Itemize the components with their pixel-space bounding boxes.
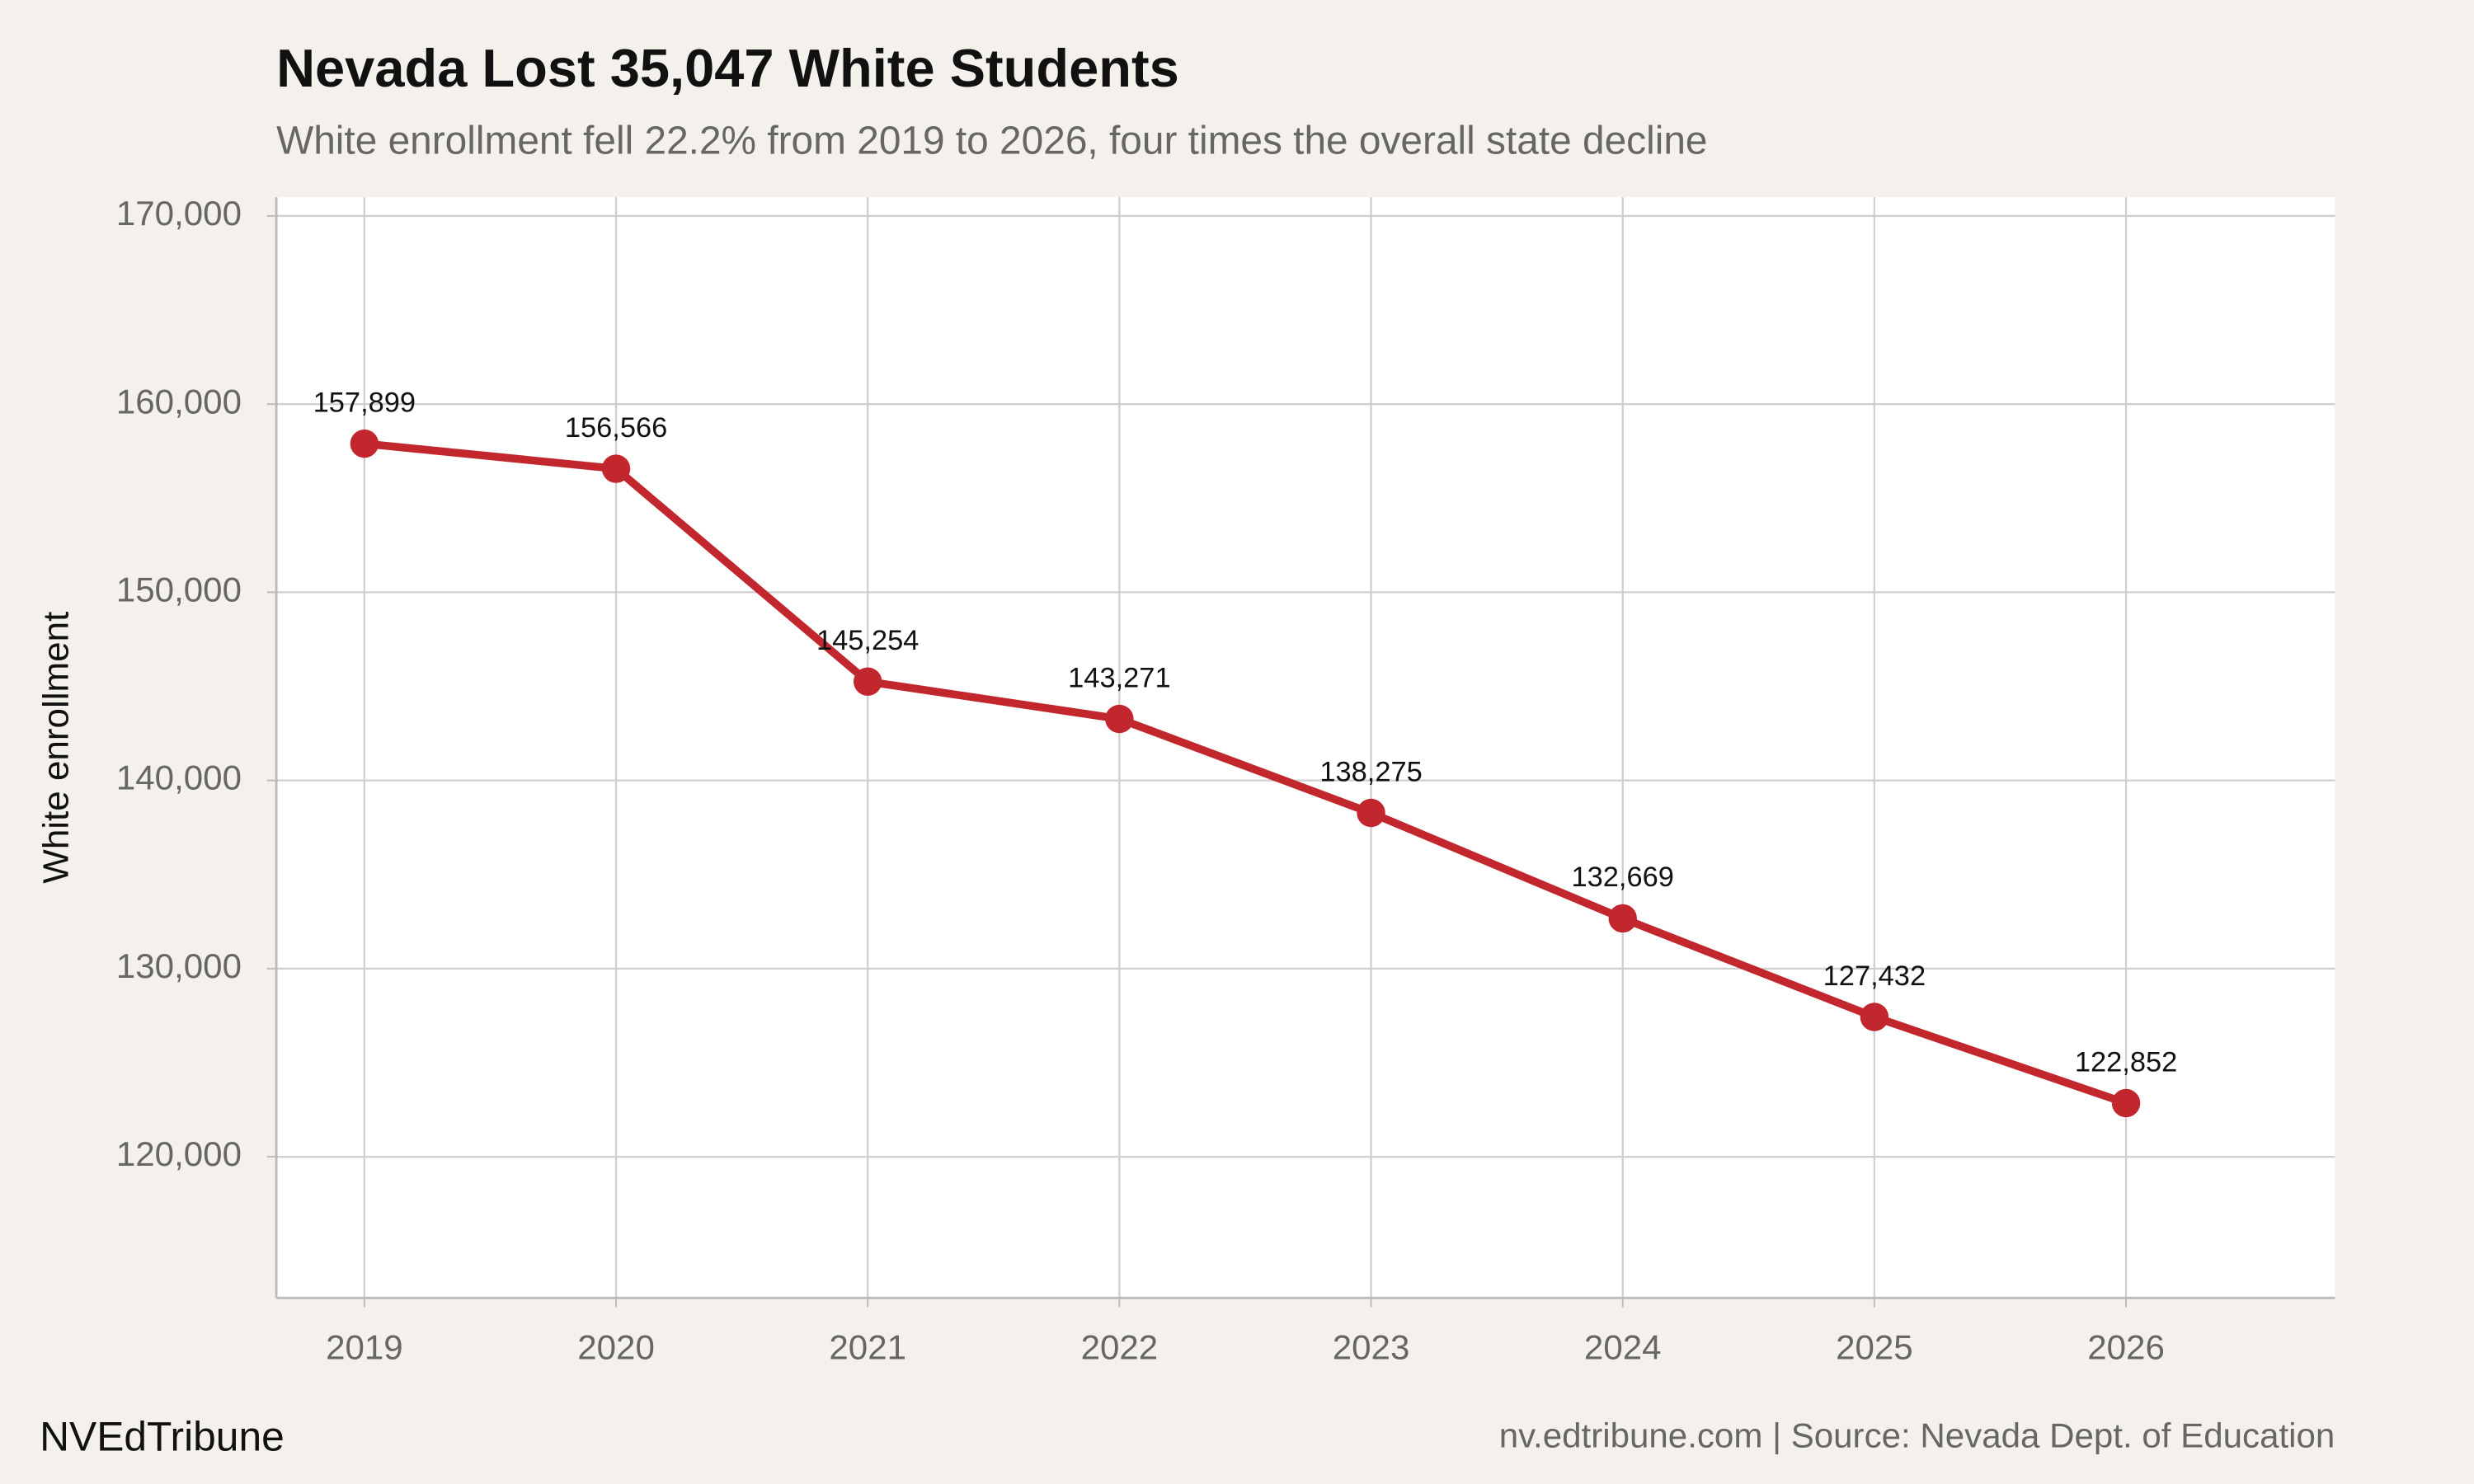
x-tick-label: 2019 — [326, 1328, 403, 1367]
point — [1608, 904, 1637, 933]
footer-left: NVEdTribune — [40, 1414, 285, 1460]
y-tick-label: 130,000 — [116, 946, 242, 985]
data-label: 145,254 — [816, 625, 919, 656]
chart-subtitle: White enrollment fell 22.2% from 2019 to… — [276, 120, 1707, 163]
data-label: 143,271 — [1068, 662, 1170, 693]
point — [1860, 1003, 1889, 1031]
x-tick-label: 2024 — [1584, 1328, 1662, 1367]
data-label: 127,432 — [1823, 960, 1926, 992]
data-label: 138,275 — [1319, 756, 1422, 787]
point — [350, 429, 379, 458]
y-tick-label: 170,000 — [116, 194, 242, 232]
x-tick-label: 2020 — [577, 1328, 655, 1367]
chart-title: Nevada Lost 35,047 White Students — [276, 38, 1179, 98]
point — [854, 667, 882, 696]
data-label: 122,852 — [2075, 1046, 2177, 1078]
y-axis-label: White enrollment — [36, 612, 77, 884]
footer-right: nv.edtribune.com | Source: Nevada Dept. … — [1499, 1416, 2335, 1455]
data-label: 156,566 — [565, 412, 667, 444]
plot-area — [276, 197, 2335, 1298]
line — [364, 439, 2128, 1107]
x-tick-label: 2022 — [1081, 1328, 1159, 1367]
x-tick-label: 2025 — [1836, 1328, 1913, 1367]
point — [1357, 798, 1385, 828]
y-tick-label: 150,000 — [116, 571, 242, 609]
y-tick-label: 120,000 — [116, 1134, 242, 1173]
y-tick-label: 160,000 — [116, 382, 242, 420]
x-tick-label: 2021 — [829, 1328, 906, 1367]
point — [2111, 1088, 2141, 1118]
data-label: 132,669 — [1572, 862, 1674, 893]
point — [601, 454, 631, 483]
x-tick-label: 2026 — [2087, 1328, 2165, 1367]
x-tick-label: 2023 — [1333, 1328, 1410, 1367]
data-label: 157,899 — [313, 387, 416, 418]
point — [1105, 704, 1134, 734]
y-tick-label: 140,000 — [116, 758, 242, 797]
